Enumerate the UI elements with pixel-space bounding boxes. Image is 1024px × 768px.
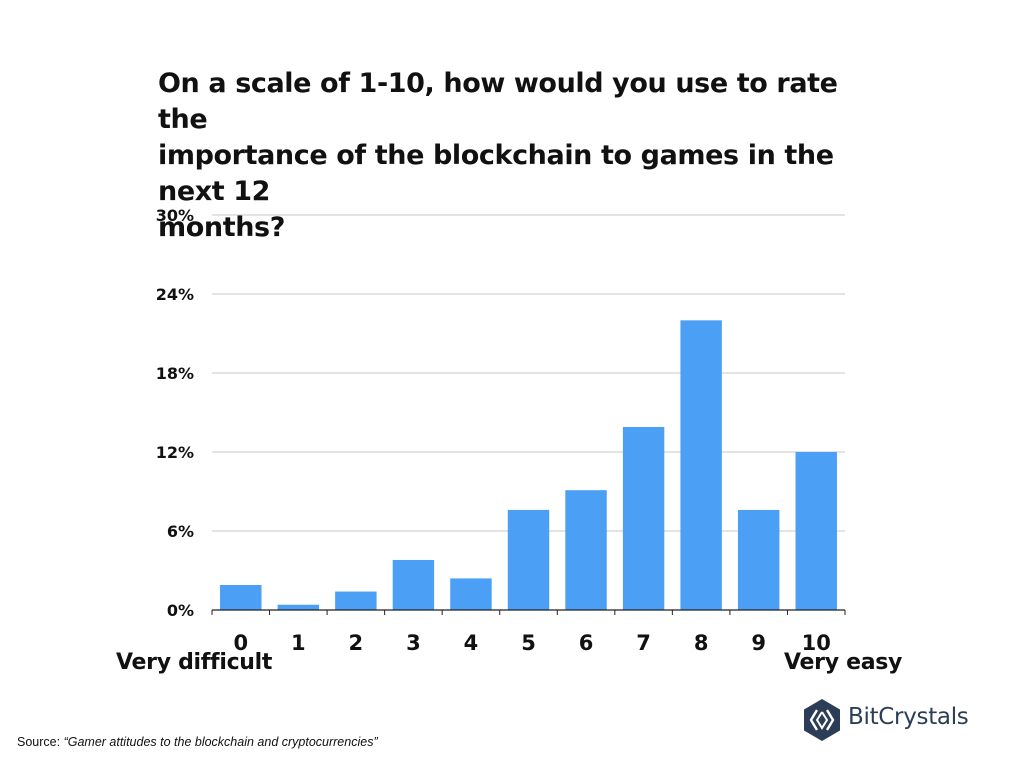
bitcrystals-logo: BitCrystals: [800, 698, 970, 742]
x-tick-label: 5: [521, 631, 536, 655]
scale-high-label: Very easy: [784, 650, 903, 675]
x-tick-label: 1: [291, 631, 306, 655]
y-tick-label: 0%: [167, 601, 194, 620]
source-note: Source: “Gamer attitudes to the blockcha…: [17, 735, 378, 749]
source-prefix: Source:: [17, 735, 64, 749]
bar: [392, 559, 435, 610]
y-tick-label: 30%: [156, 206, 194, 225]
bar: [680, 320, 722, 610]
scale-low-label: Very difficult: [116, 650, 273, 675]
x-tick-label: 10: [802, 631, 831, 655]
x-tick-label: 2: [349, 631, 364, 655]
bar: [565, 490, 607, 610]
x-tick-label: 3: [406, 631, 421, 655]
x-tick-label: 7: [636, 631, 651, 655]
x-tick-label: 4: [464, 631, 479, 655]
y-tick-label: 6%: [167, 522, 194, 541]
logo-text: BitCrystals: [848, 704, 969, 730]
y-tick-label: 24%: [156, 285, 194, 304]
bar: [277, 604, 320, 610]
y-tick-label: 12%: [156, 443, 194, 462]
crystal-hexagon-icon: [804, 699, 840, 741]
x-tick-label: 9: [751, 631, 766, 655]
bar: [795, 452, 837, 610]
bar: [737, 509, 780, 610]
y-tick-label: 18%: [156, 364, 194, 383]
bar-chart: 0% 6% 12% 18% 24% 30% 0 1 2 3 4 5 6 7 8 9 10: [156, 206, 846, 655]
x-tick-label: 0: [233, 631, 248, 655]
bar: [622, 426, 665, 610]
bar: [220, 584, 262, 610]
bar: [450, 578, 492, 610]
bar: [335, 591, 377, 610]
chart-title: On a scale of 1-10, how would you use to…: [158, 68, 838, 243]
bar: [507, 509, 550, 610]
x-tick-label: 8: [694, 631, 709, 655]
source-citation: “Gamer attitudes to the blockchain and c…: [63, 735, 378, 749]
x-tick-label: 6: [579, 631, 594, 655]
